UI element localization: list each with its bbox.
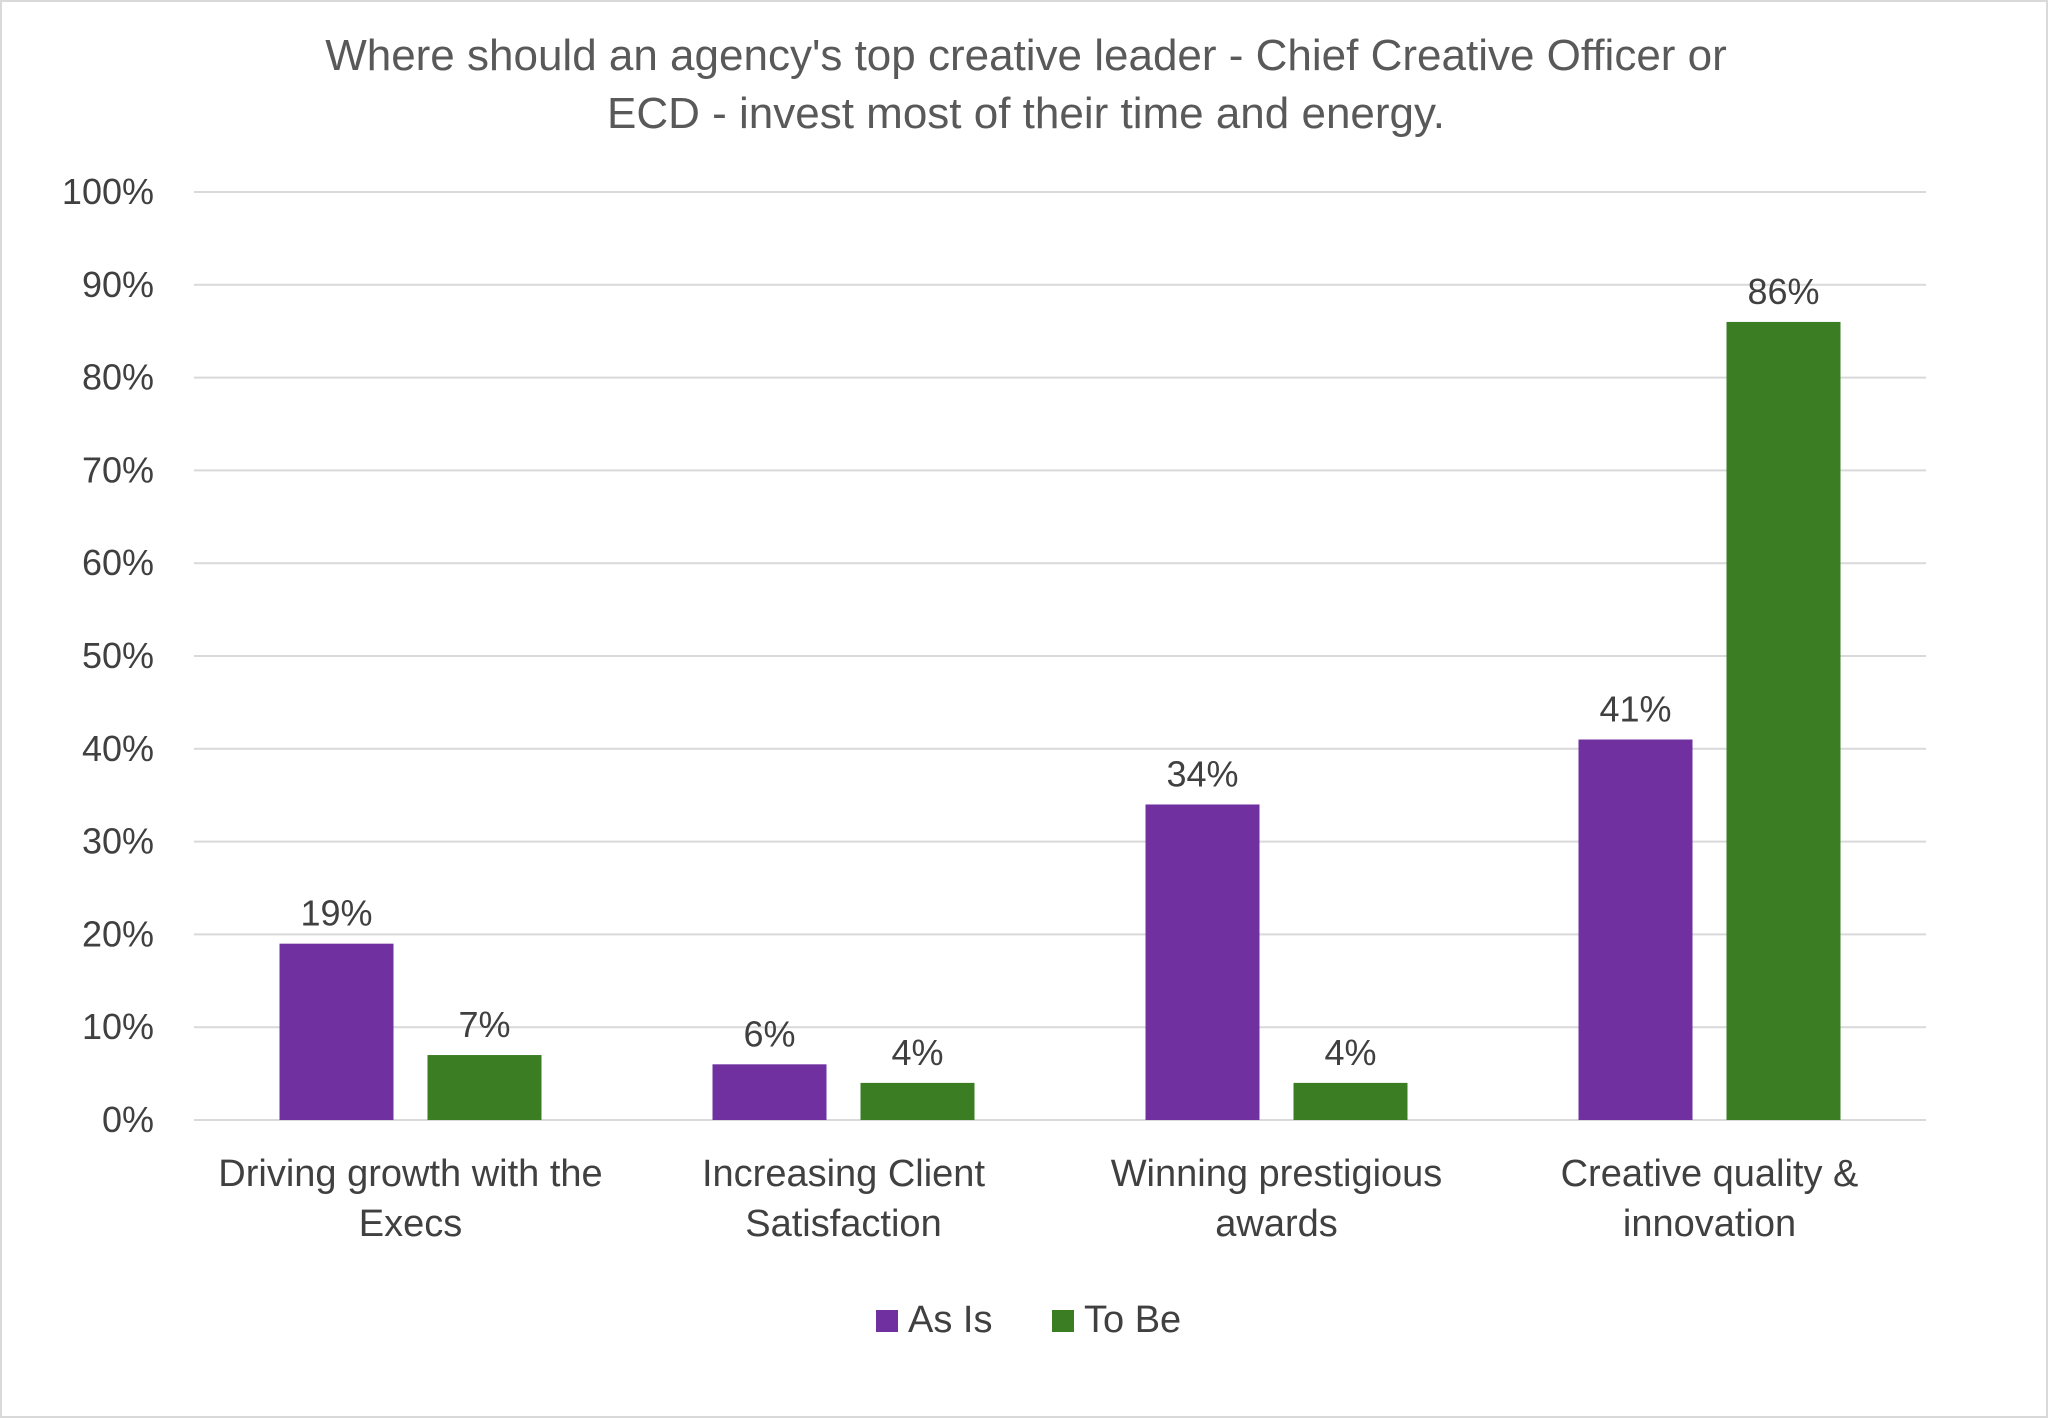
- legend-swatch-as-is: [876, 1310, 898, 1332]
- bar-as-is-3: [1145, 804, 1260, 1120]
- y-tick-label: 70%: [82, 449, 154, 490]
- x-category-label: Increasing Client: [702, 1153, 985, 1195]
- bar-as-is-1: [279, 943, 394, 1120]
- y-tick-label: 0%: [102, 1099, 154, 1140]
- x-category-label: Winning prestigious: [1111, 1153, 1443, 1195]
- chart-title-line-1: Where should an agency's top creative le…: [325, 31, 1727, 80]
- x-category-label: Creative quality &: [1561, 1153, 1859, 1195]
- y-tick-label: 20%: [82, 913, 154, 954]
- legend-swatch-to-be: [1052, 1310, 1074, 1332]
- y-tick-label: 40%: [82, 728, 154, 769]
- y-tick-label: 30%: [82, 821, 154, 862]
- x-category-label: awards: [1215, 1203, 1338, 1245]
- y-tick-label: 50%: [82, 635, 154, 676]
- x-category-label: Execs: [359, 1203, 462, 1245]
- y-axis-tick-labels: 0% 10% 20% 30% 40% 50% 60% 70% 80% 90% 100%: [62, 171, 154, 1140]
- bar-to-be-3: [1293, 1082, 1408, 1120]
- bar-to-be-2: [860, 1082, 975, 1120]
- bars: [279, 321, 1841, 1120]
- chart-title: Where should an agency's top creative le…: [325, 31, 1727, 138]
- data-label-as-is-1: 19%: [300, 893, 372, 934]
- y-tick-label: 90%: [82, 264, 154, 305]
- x-category-label: innovation: [1623, 1203, 1796, 1245]
- data-labels: 19% 7% 6% 4% 34% 4% 41% 86%: [300, 271, 1819, 1073]
- bar-to-be-1: [427, 1055, 542, 1120]
- data-label-to-be-2: 4%: [891, 1032, 943, 1073]
- data-label-to-be-3: 4%: [1324, 1032, 1376, 1073]
- legend-label-to-be: To Be: [1084, 1299, 1181, 1341]
- data-label-as-is-2: 6%: [743, 1013, 795, 1054]
- legend-label-as-is: As Is: [908, 1299, 992, 1341]
- bar-to-be-4: [1726, 321, 1841, 1120]
- x-axis-category-labels: Driving growth with the Execs Increasing C…: [218, 1153, 1858, 1245]
- data-label-as-is-4: 41%: [1599, 689, 1671, 730]
- bar-as-is-4: [1578, 739, 1693, 1120]
- y-tick-label: 100%: [62, 171, 154, 212]
- y-tick-label: 10%: [82, 1006, 154, 1047]
- data-label-to-be-1: 7%: [458, 1004, 510, 1045]
- x-category-label: Driving growth with the: [218, 1153, 602, 1195]
- chart-title-line-2: ECD - invest most of their time and ener…: [607, 89, 1445, 138]
- y-tick-label: 60%: [82, 542, 154, 583]
- data-label-to-be-4: 86%: [1747, 271, 1819, 312]
- legend: As Is To Be: [876, 1299, 1181, 1341]
- x-category-label: Satisfaction: [745, 1203, 941, 1245]
- data-label-as-is-3: 34%: [1166, 753, 1238, 794]
- y-tick-label: 80%: [82, 357, 154, 398]
- bar-as-is-2: [712, 1064, 827, 1120]
- gridlines: [194, 191, 1926, 1121]
